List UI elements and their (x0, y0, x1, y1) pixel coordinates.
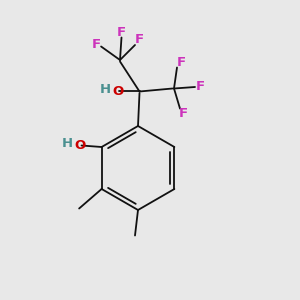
Text: F: F (92, 38, 101, 51)
Text: O: O (74, 139, 86, 152)
Text: H: H (100, 83, 111, 96)
Text: O: O (112, 85, 124, 98)
Text: F: F (196, 80, 205, 93)
Text: H: H (62, 137, 73, 150)
Text: F: F (117, 26, 126, 39)
Text: F: F (179, 107, 188, 120)
Text: F: F (176, 56, 185, 70)
Text: F: F (135, 33, 144, 46)
